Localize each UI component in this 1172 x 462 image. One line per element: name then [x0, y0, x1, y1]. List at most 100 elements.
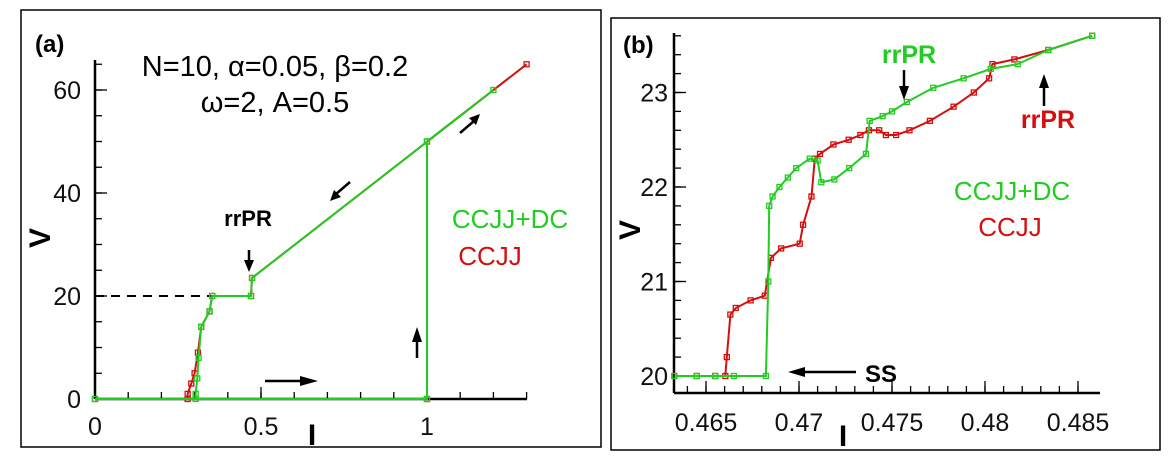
- data-point: [876, 127, 883, 134]
- rrpr-green-annotation: rrPR: [882, 41, 936, 69]
- data-point: [777, 245, 785, 252]
- x-tick-label: 0.48: [961, 409, 1010, 437]
- x-tick-label: 0.5: [244, 413, 279, 441]
- data-point: [769, 193, 776, 200]
- data-point: [906, 127, 913, 134]
- data-point: [806, 155, 813, 162]
- arrow-up-icon: [412, 327, 422, 358]
- params-line-1: N=10, α=0.05, β=0.2: [142, 51, 408, 83]
- data-point: [192, 395, 199, 403]
- data-point: [818, 179, 825, 186]
- y-tick-label: 20: [53, 283, 81, 311]
- legend-b-ccjj: CCJJ: [978, 212, 1042, 242]
- data-point: [766, 202, 773, 210]
- panel-b: 0.465 0.47 0.475 0.48 0.485 20 21 22 23 (b) rrPR…: [614, 32, 1109, 453]
- x-axis-label: I: [308, 419, 316, 452]
- series-line-ccjj: [674, 34, 1093, 377]
- data-point: [845, 136, 852, 143]
- panel-b-frame: [610, 17, 1161, 451]
- data-point: [423, 395, 431, 403]
- data-point: [830, 141, 837, 148]
- panel-b-label: (b): [623, 32, 654, 59]
- data-point: [730, 372, 738, 380]
- y-tick-label: 23: [640, 80, 668, 108]
- data-point: [248, 274, 256, 282]
- data-point: [693, 372, 700, 380]
- arrow-ss-left-icon: [788, 367, 856, 377]
- x-tick-label: 0.465: [675, 409, 738, 437]
- data-point: [198, 323, 205, 331]
- data-point: [747, 297, 754, 304]
- panel-a: 0 0.5 1 0 20 40 60 (a) N=10, α=0.05, β=0.2 ω=2…: [24, 31, 568, 452]
- data-point: [799, 221, 807, 228]
- ss-annotation: SS: [865, 361, 897, 388]
- data-point: [862, 150, 870, 158]
- arrow-up-right-icon: [459, 114, 480, 134]
- arrows-a: [244, 114, 480, 386]
- data-point: [879, 112, 886, 120]
- x-axis-label-b: I: [839, 420, 847, 453]
- x-tick-label: 0.475: [861, 409, 924, 437]
- data-point: [188, 380, 195, 387]
- data-point: [1088, 32, 1096, 39]
- y-axis-label: V: [24, 228, 57, 248]
- data-point: [1045, 46, 1052, 54]
- data-point: [987, 65, 994, 73]
- arrow-down-left-icon: [330, 181, 351, 201]
- legend-ccjj: CCJJ: [458, 241, 522, 271]
- data-point: [91, 395, 99, 403]
- data-point: [712, 372, 719, 380]
- data-point: [888, 108, 896, 115]
- x-tick-label: 0.485: [1047, 409, 1110, 437]
- series-line-ccjj-dc: [95, 89, 495, 400]
- data-point: [831, 176, 838, 183]
- data-point: [960, 75, 967, 82]
- data-point: [903, 98, 911, 106]
- panel-a-label: (a): [35, 31, 64, 58]
- data-point: [727, 311, 734, 318]
- data-point: [808, 193, 815, 200]
- data-point: [762, 372, 770, 380]
- data-point: [1014, 61, 1021, 68]
- y-axis-label-b: V: [614, 220, 647, 240]
- data-point: [723, 353, 730, 361]
- data-point: [882, 131, 890, 139]
- data-point: [796, 240, 803, 247]
- arrow-rrpr-down-icon: [244, 250, 254, 272]
- x-tick-label: 0.47: [775, 409, 824, 437]
- data-point: [195, 354, 202, 361]
- y-tick-label: 20: [640, 363, 668, 391]
- data-point: [816, 150, 824, 158]
- data-point: [423, 138, 431, 145]
- data-point: [784, 174, 791, 181]
- x-tick-label: 0: [88, 413, 102, 441]
- data-point: [793, 164, 800, 172]
- params-line-2: ω=2, A=0.5: [201, 87, 349, 119]
- y-tick-label: 0: [67, 386, 81, 414]
- data-point: [523, 61, 530, 68]
- data-point: [247, 292, 255, 300]
- data-point: [985, 75, 993, 82]
- data-point: [1011, 56, 1018, 63]
- legend-b-ccjj-dc: CCJJ+DC: [954, 176, 1070, 206]
- legend-ccjj-dc: CCJJ+DC: [452, 204, 568, 234]
- data-point: [671, 372, 678, 380]
- arrows-b: [788, 70, 1049, 377]
- y-tick-label: 60: [53, 77, 81, 105]
- arrow-rrpr-green-down-icon: [899, 70, 909, 100]
- data-point: [490, 86, 497, 94]
- data-point: [970, 89, 977, 96]
- arrow-rrpr-red-up-icon: [1039, 74, 1049, 106]
- y-tick-label: 21: [640, 269, 668, 297]
- data-point: [857, 131, 864, 139]
- panel-a-frame: [20, 9, 602, 448]
- data-point: [765, 278, 772, 285]
- data-point: [866, 117, 873, 124]
- data-point: [846, 164, 853, 172]
- data-point: [194, 375, 201, 382]
- data-point: [926, 117, 934, 124]
- data-point: [930, 84, 937, 91]
- data-point: [209, 292, 216, 300]
- rrpr-annotation: rrPR: [224, 206, 272, 231]
